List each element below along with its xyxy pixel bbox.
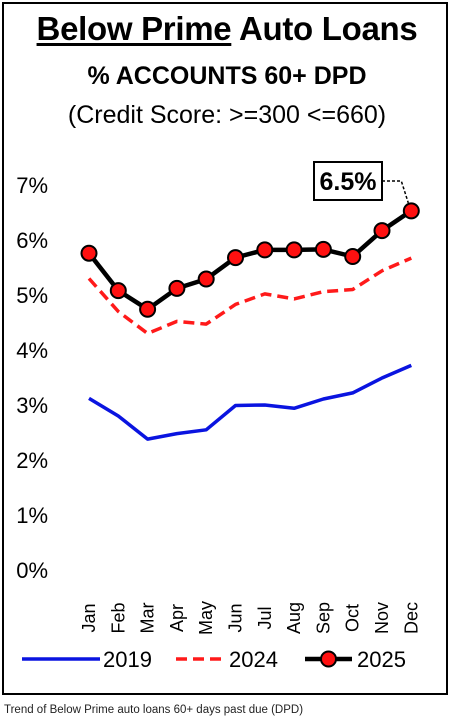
- data-point-2025: [197, 270, 215, 288]
- y-tick-label: 5%: [16, 283, 48, 308]
- x-tick-label: May: [196, 601, 216, 635]
- chart-subtitle: % ACCOUNTS 60+ DPD: [87, 62, 367, 90]
- x-tick-label: Jan: [79, 603, 99, 632]
- x-tick-label: Oct: [343, 604, 363, 632]
- chart-title-rest: Auto Loans: [231, 10, 418, 47]
- figure-caption: Trend of Below Prime auto loans 60+ days…: [4, 704, 304, 716]
- line-chart: 0% 1% 2% 3% 4% 5% 6% 7% Jan Feb Mar Apr May Jun Jul Aug…: [16, 161, 421, 672]
- y-tick-label: 3%: [16, 393, 48, 418]
- data-point-2025: [373, 222, 391, 240]
- x-tick-label: Jul: [255, 606, 275, 629]
- x-tick-label: Aug: [284, 602, 304, 634]
- annotation-label: 6.5%: [320, 168, 377, 196]
- data-point-2025: [256, 241, 274, 259]
- y-tick-label: 1%: [16, 503, 48, 528]
- x-tick-label: Nov: [372, 602, 392, 634]
- data-point-2025: [227, 249, 244, 267]
- data-point-2025: [344, 248, 362, 265]
- legend-label-2025: 2025: [357, 647, 406, 672]
- y-tick-label: 7%: [16, 173, 48, 198]
- legend-label-2019: 2019: [103, 647, 152, 672]
- y-tick-label: 0%: [16, 558, 48, 583]
- y-tick-label: 2%: [16, 448, 48, 473]
- legend-marker-2025: [320, 650, 337, 668]
- legend-label-2024: 2024: [229, 647, 278, 672]
- annotation-leader-line: [382, 180, 410, 204]
- chart-panel: [2, 2, 448, 695]
- series-line-2024: [87, 256, 412, 336]
- data-point-2025: [314, 240, 332, 258]
- data-point-2025: [80, 244, 98, 262]
- data-point-2025: [139, 300, 157, 318]
- x-tick-label: Sep: [313, 602, 333, 634]
- data-point-2025: [109, 282, 127, 300]
- data-point-2025: [402, 202, 420, 220]
- x-tick-label: Jun: [226, 603, 246, 632]
- data-point-2025: [285, 241, 303, 259]
- series-line-2025: [87, 208, 413, 312]
- x-tick-label: Dec: [401, 602, 421, 634]
- chart-title-underlined: Below Prime: [36, 10, 232, 47]
- x-tick-label: Mar: [138, 602, 158, 633]
- data-point-2025: [168, 279, 186, 297]
- chart-title: Below Prime Auto Loans: [0, 10, 454, 48]
- y-tick-label: 6%: [16, 228, 48, 253]
- x-tick-label: Apr: [167, 604, 187, 632]
- series-line-2019: [88, 363, 412, 441]
- chart-subtitle-credit-score: (Credit Score: >=300 <=660): [67, 101, 387, 129]
- x-tick-label: Feb: [108, 602, 128, 633]
- annotation-box: [313, 161, 383, 201]
- y-tick-label: 4%: [16, 338, 48, 363]
